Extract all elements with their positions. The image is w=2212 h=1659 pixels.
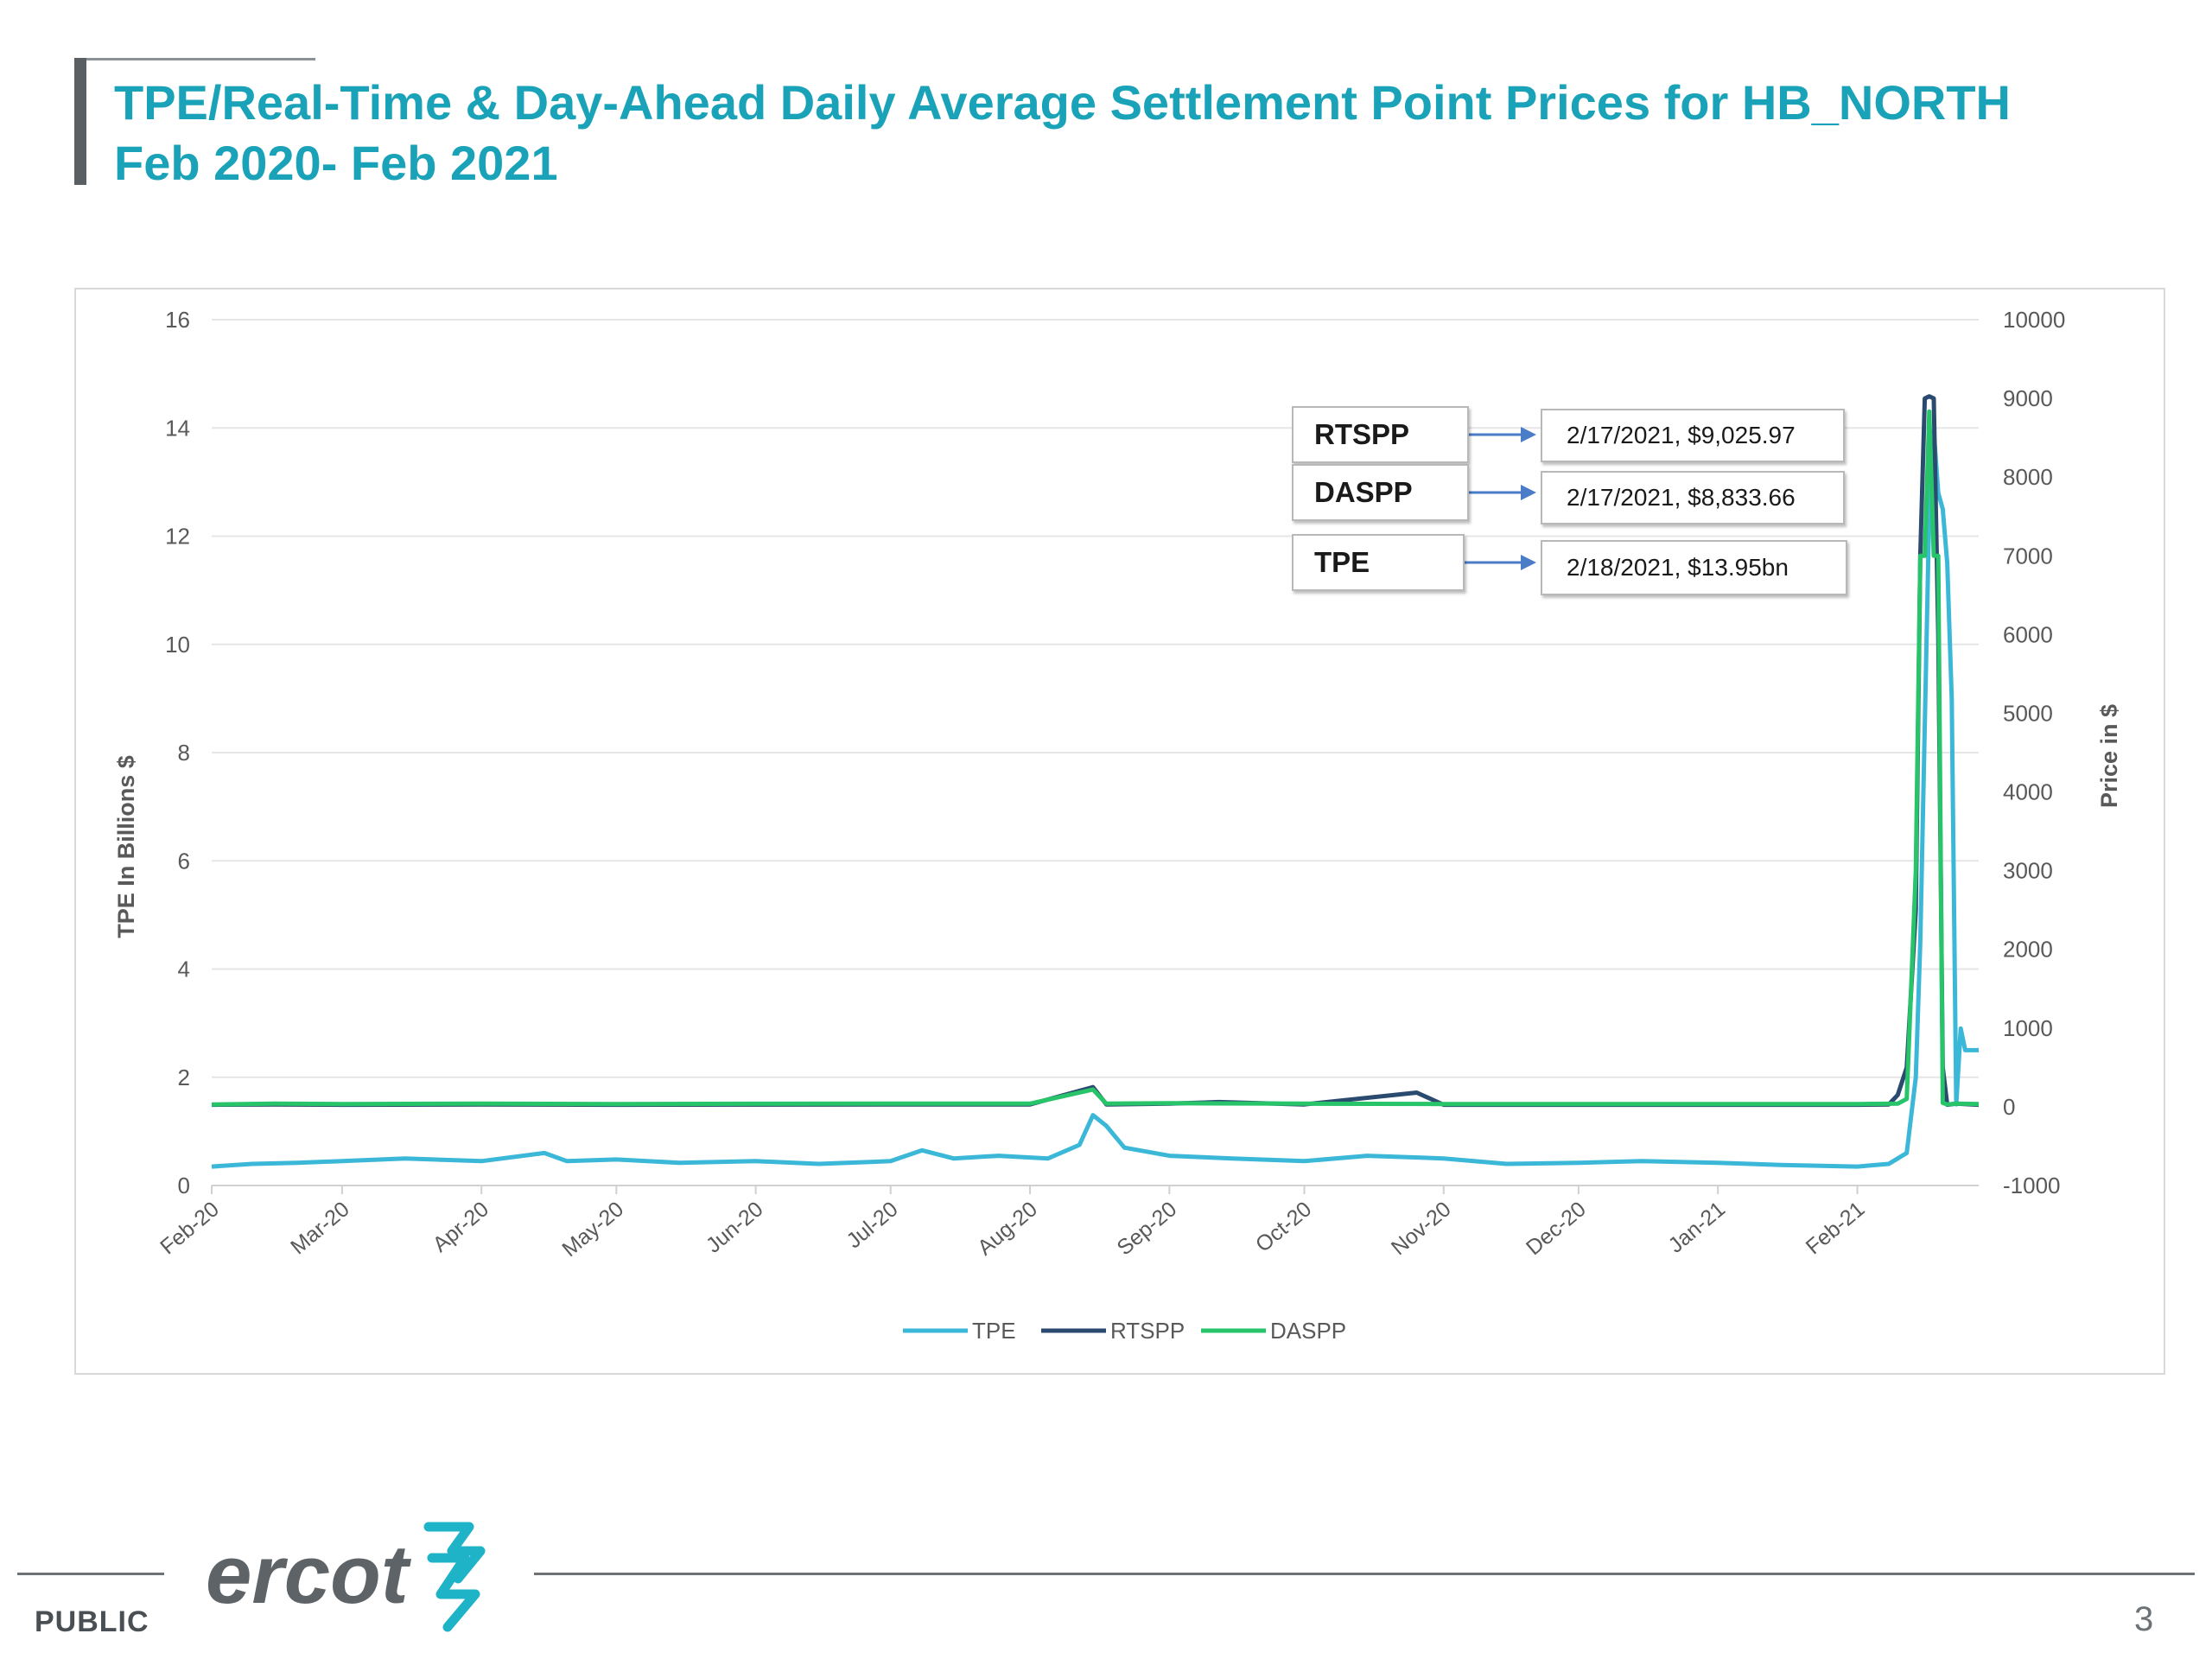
y-right-tick-label: 9000 bbox=[2003, 385, 2053, 411]
y-axis-right-label: Price in $ bbox=[2096, 704, 2122, 808]
legend-label-daspp: DASPP bbox=[1270, 1318, 1346, 1344]
y-left-tick-label: 4 bbox=[178, 957, 190, 982]
y-right-tick-label: 6000 bbox=[2003, 621, 2053, 647]
arrow-head-icon bbox=[1521, 427, 1536, 442]
annotation-label-rtspp: RTSPP bbox=[1292, 406, 1469, 463]
annotation-label-text: DASPP bbox=[1314, 476, 1413, 508]
annotation-value-tpe: 2/18/2021, $13.95bn bbox=[1541, 540, 1847, 595]
x-axis-ticks: Feb-20 Mar-20 Apr-20 May-20 Jun-20 Jul-20 Aug-… bbox=[156, 1185, 1869, 1262]
x-tick-label: Jan-21 bbox=[1663, 1197, 1730, 1258]
y-right-tick-label: 4000 bbox=[2003, 779, 2053, 805]
footer-rule-right bbox=[534, 1573, 2195, 1575]
y-left-tick-label: 2 bbox=[178, 1065, 190, 1090]
annotation-value-rtspp: 2/17/2021, $9,025.97 bbox=[1541, 409, 1845, 462]
title-accent-line bbox=[86, 58, 315, 60]
annotation-arrows bbox=[1465, 427, 1536, 570]
legend: TPE RTSPP DASPP bbox=[903, 1318, 1346, 1344]
annotation-value-text: 2/17/2021, $9,025.97 bbox=[1567, 422, 1796, 448]
chart-frame bbox=[74, 288, 2165, 1375]
y-axis-left-label: TPE In Billions $ bbox=[113, 755, 139, 938]
annotation-label-text: RTSPP bbox=[1314, 418, 1410, 450]
annotation-value-text: 2/17/2021, $8,833.66 bbox=[1567, 484, 1796, 511]
x-tick-label: Sep-20 bbox=[1112, 1197, 1181, 1260]
footer-rule-left bbox=[17, 1573, 164, 1575]
y-right-tick-label: 10000 bbox=[2003, 307, 2065, 333]
x-tick-label: Oct-20 bbox=[1251, 1197, 1316, 1257]
y-left-tick-label: 16 bbox=[165, 307, 190, 333]
right-axis-ticks: -1000 0 1000 2000 3000 4000 5000 6000 7000 8000 90… bbox=[2003, 307, 2065, 1198]
y-right-tick-label: 1000 bbox=[2003, 1015, 2053, 1041]
x-tick-label: Jul-20 bbox=[842, 1197, 902, 1253]
x-tick-label: Feb-20 bbox=[156, 1197, 224, 1259]
y-right-tick-label: 8000 bbox=[2003, 464, 2053, 490]
y-right-tick-label: 2000 bbox=[2003, 937, 2053, 963]
x-tick-label: Mar-20 bbox=[286, 1197, 354, 1259]
slide-title: TPE/Real-Time & Day-Ahead Daily Average … bbox=[114, 73, 2153, 194]
y-left-tick-label: 0 bbox=[178, 1173, 190, 1198]
arrow-head-icon bbox=[1521, 485, 1536, 500]
annotation-value-text: 2/18/2021, $13.95bn bbox=[1567, 554, 1789, 581]
slide-title-line2: Feb 2020- Feb 2021 bbox=[114, 136, 558, 190]
series-lines bbox=[211, 394, 1980, 1169]
y-left-tick-label: 10 bbox=[165, 632, 190, 658]
annotation-label-text: TPE bbox=[1314, 546, 1370, 578]
annotation-label-daspp: DASPP bbox=[1292, 464, 1469, 521]
y-right-tick-label: 5000 bbox=[2003, 700, 2053, 726]
x-tick-label: Dec-20 bbox=[1522, 1197, 1591, 1260]
title-accent-bar bbox=[74, 58, 86, 185]
page-number: 3 bbox=[2134, 1600, 2154, 1638]
legend-label-rtspp: RTSPP bbox=[1110, 1318, 1185, 1344]
series-line-daspp bbox=[211, 409, 1980, 1107]
y-right-tick-label: -1000 bbox=[2003, 1173, 2061, 1198]
x-tick-label: Apr-20 bbox=[429, 1197, 493, 1257]
x-tick-label: May-20 bbox=[557, 1197, 628, 1262]
x-tick-label: Aug-20 bbox=[973, 1197, 1042, 1260]
annotation-value-daspp: 2/17/2021, $8,833.66 bbox=[1541, 471, 1845, 524]
x-tick-label: Nov-20 bbox=[1387, 1197, 1456, 1260]
y-right-tick-label: 0 bbox=[2003, 1094, 2015, 1120]
y-left-tick-label: 14 bbox=[165, 415, 190, 441]
left-axis-ticks: 0 2 4 6 8 10 12 14 16 bbox=[165, 307, 190, 1198]
arrow-head-icon bbox=[1521, 555, 1536, 570]
x-tick-label: Jun-20 bbox=[702, 1197, 768, 1258]
x-tick-label: Feb-21 bbox=[1802, 1197, 1870, 1259]
ercot-bolt-icon bbox=[423, 1522, 486, 1632]
footer-public-label: PUBLIC bbox=[35, 1605, 149, 1638]
slide-title-line1: TPE/Real-Time & Day-Ahead Daily Average … bbox=[114, 75, 2011, 130]
y-left-tick-label: 12 bbox=[165, 524, 190, 550]
y-right-tick-label: 3000 bbox=[2003, 858, 2053, 884]
annotation-label-tpe: TPE bbox=[1292, 534, 1465, 591]
grid-lines bbox=[212, 319, 1979, 1186]
ercot-logo: ercot bbox=[206, 1522, 486, 1632]
y-right-tick-label: 7000 bbox=[2003, 543, 2053, 569]
y-left-tick-label: 8 bbox=[178, 740, 190, 766]
ercot-logo-text: ercot bbox=[206, 1529, 412, 1621]
legend-label-tpe: TPE bbox=[972, 1318, 1016, 1344]
y-left-tick-label: 6 bbox=[178, 848, 190, 874]
